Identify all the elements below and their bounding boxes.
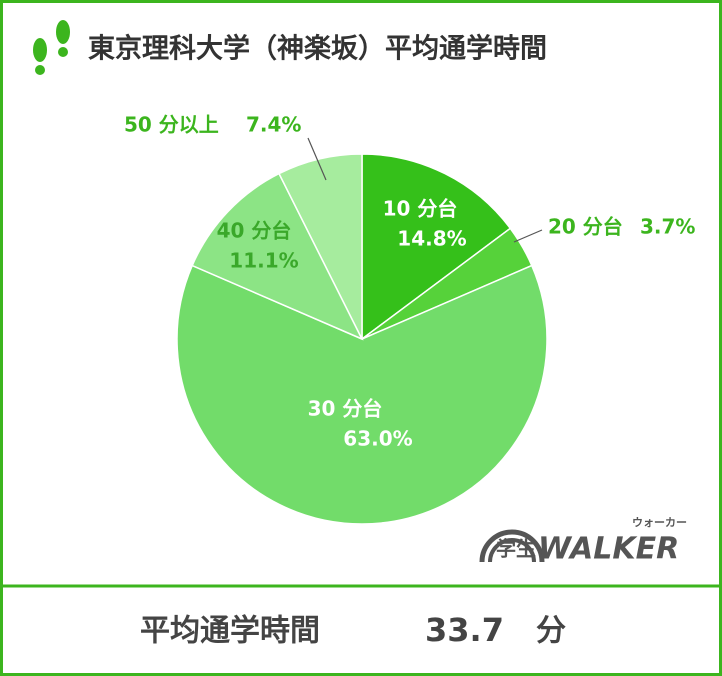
slice-value-label: 3.7% xyxy=(640,215,695,239)
logo: 学生 WALKER ウォーカー xyxy=(479,516,687,567)
chart-title: 東京理科大学（神楽坂）平均通学時間 xyxy=(88,33,547,65)
footer-label: 平均通学時間 xyxy=(140,614,320,649)
slice-category-label: 20 分台 xyxy=(548,215,623,239)
slice-category-label: 30 分台 xyxy=(308,397,383,421)
slice-value-label: 7.4% xyxy=(246,113,301,137)
pie-slice xyxy=(176,264,548,525)
leader-line xyxy=(307,137,327,181)
pie-slice xyxy=(361,153,512,341)
logo-name: WALKER xyxy=(538,532,679,567)
slice-category-label: 50 分以上 xyxy=(124,113,219,137)
footer-value: 33.7 xyxy=(425,611,504,649)
pie-slice xyxy=(191,172,364,341)
slice-value-label: 11.1% xyxy=(229,249,298,273)
footprint-icon xyxy=(33,20,70,75)
slice-category-label: 10 分台 xyxy=(383,197,458,221)
slice-value-label: 14.8% xyxy=(397,227,466,251)
slice-category-label: 40 分台 xyxy=(217,219,292,243)
pie-slice xyxy=(278,153,363,340)
logo-reading: ウォーカー xyxy=(632,516,687,529)
footer-unit: 分 xyxy=(536,614,566,649)
pie xyxy=(176,153,548,525)
logo-prefix: 学生 xyxy=(496,537,536,561)
slice-value-label: 63.0% xyxy=(343,427,412,451)
labels: 10 分台 14.8% 20 分台 3.7% 30 分台 63.0% 40 分台 11.1% 5… xyxy=(124,113,695,451)
leader-line xyxy=(513,229,543,243)
